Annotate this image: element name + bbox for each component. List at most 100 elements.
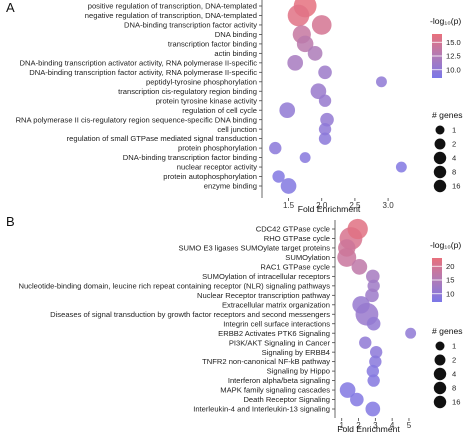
term-label: RNA polymerase II cis-regulatory region … (16, 115, 257, 124)
term-label: Extracellular matrix organization (222, 300, 330, 309)
size-legend-dot (433, 179, 447, 193)
size-legend-label: 2 (452, 140, 456, 149)
size-legend-label: 16 (452, 182, 460, 191)
term-label: Nuclear Receptor transcription pathway (197, 291, 330, 300)
color-legend-title: -log₁₀(p) (430, 16, 461, 26)
term-label: Diseases of signal transduction by growt… (50, 310, 330, 319)
enrichment-point (367, 279, 380, 293)
enrichment-point (366, 269, 380, 284)
enrichment-point (347, 218, 368, 240)
size-legend-label: 4 (452, 370, 456, 379)
enrichment-point (351, 259, 368, 275)
color-legend-title: -log₁₀(p) (430, 240, 461, 250)
enrichment-point (366, 364, 380, 378)
enrichment-point (307, 46, 323, 61)
size-legend-dot (433, 381, 447, 395)
size-legend-label: 2 (452, 356, 456, 365)
term-label: Interleukin-4 and Interleukin-13 signali… (193, 405, 330, 414)
term-label: ERBB2 Activates PTK6 Signaling (218, 329, 330, 338)
enrichment-point (279, 102, 296, 119)
enrichment-point (269, 141, 282, 155)
term-label: DNA-binding transcription factor activit… (124, 21, 257, 30)
color-legend-label: 15.0 (446, 38, 461, 47)
size-legend-dot (433, 165, 447, 179)
enrichment-point (318, 65, 332, 80)
term-label: SUMOylation of intracellular receptors (202, 272, 330, 281)
term-label: DNA-binding transcription factor activit… (29, 68, 257, 77)
size-legend-label: 4 (452, 154, 456, 163)
term-label: SUMO E3 ligases SUMOylate target protein… (178, 244, 330, 253)
x-axis-title: Fold Enrichment (298, 204, 361, 214)
size-legend: # genes 1 2 4 8 16 (432, 110, 463, 193)
color-legend-label: 15 (446, 276, 454, 285)
size-legend-dot (435, 125, 445, 135)
term-label: regulation of cell cycle (182, 106, 257, 115)
enrichment-point (350, 392, 364, 407)
term-label: transcription factor binding (168, 39, 257, 48)
term-label: protein tyrosine kinase activity (156, 96, 257, 105)
x-tick-label: 5 (407, 421, 412, 430)
enrichment-point (395, 161, 407, 173)
enrichment-point (369, 355, 382, 368)
size-legend-title: # genes (432, 326, 463, 336)
term-label: Interferon alpha/beta signaling (228, 376, 330, 385)
enrichment-point (318, 132, 332, 145)
size-legend-title: # genes (432, 110, 463, 120)
panel-a: A 1.5 2.0 2.5 3.0 Fold Enrichment positive reg… (6, 0, 463, 214)
term-label: positive regulation of transcription, DN… (88, 2, 257, 11)
enrichment-point (369, 345, 383, 359)
enrichment-point (296, 35, 314, 53)
panel-label: B (6, 214, 15, 229)
term-label: DNA-binding transcription factor binding (123, 153, 257, 162)
term-label: SUMOylation (285, 253, 330, 262)
term-label: peptidyl-tyrosine phosphorylation (146, 77, 257, 86)
enrichment-point (310, 83, 327, 100)
term-label: DNA-binding transcription activator acti… (20, 58, 258, 67)
size-legend-label: 8 (452, 384, 456, 393)
enrichment-point (339, 382, 356, 398)
enrichment-point (280, 178, 297, 194)
enrichment-point (320, 112, 334, 127)
enrichment-point (405, 327, 417, 339)
size-legend-label: 1 (452, 126, 456, 135)
term-label: negative regulation of transcription, DN… (85, 11, 257, 20)
term-label: transcription cis-regulatory region bind… (118, 87, 257, 96)
size-legend-label: 8 (452, 168, 456, 177)
x-tick-label: 2.0 (316, 201, 328, 210)
panel-label: A (6, 0, 15, 15)
term-label: DNA binding (215, 30, 257, 39)
x-axis-title: Fold Enrichment (337, 424, 400, 434)
term-label: TNFR2 non-canonical NF-kB pathway (202, 357, 330, 366)
term-label: Signaling by Hippo (267, 367, 330, 376)
size-legend: # genes 1 2 4 8 16 (432, 326, 463, 409)
term-label: CDC42 GTPase cycle (256, 225, 330, 234)
color-legend-label: 10.0 (446, 65, 461, 74)
size-legend-dot (433, 367, 447, 381)
color-legend-label: 10 (446, 289, 454, 298)
enrichment-point (287, 55, 304, 71)
x-tick-label: 4 (390, 421, 395, 430)
color-legend: -log₁₀(p) 20 15 10 (430, 240, 461, 302)
term-label: protein autophosphorylation (163, 172, 257, 181)
enrichment-point (338, 239, 356, 257)
x-tick-label: 3.0 (383, 201, 395, 210)
enrichment-point (365, 401, 381, 417)
x-tick-label: 1.5 (283, 201, 295, 210)
enrichment-point (352, 296, 370, 314)
term-label: enzyme binding (204, 182, 257, 191)
enrichment-point (366, 316, 381, 331)
size-legend-label: 16 (452, 398, 460, 407)
term-label: Death Receptor Signaling (243, 395, 330, 404)
size-legend-dot (433, 395, 447, 409)
color-legend: -log₁₀(p) 15.0 12.5 10.0 (430, 16, 461, 78)
enrichment-point (359, 336, 372, 349)
term-label: Signaling by ERBB4 (262, 348, 330, 357)
term-label: Integrin cell surface interactions (223, 319, 330, 328)
x-tick-label: 2 (356, 421, 361, 430)
x-tick-label: 2.5 (349, 201, 361, 210)
enrichment-point (367, 374, 380, 387)
color-legend-label: 20 (446, 262, 454, 271)
x-tick-label: 1 (339, 421, 344, 430)
